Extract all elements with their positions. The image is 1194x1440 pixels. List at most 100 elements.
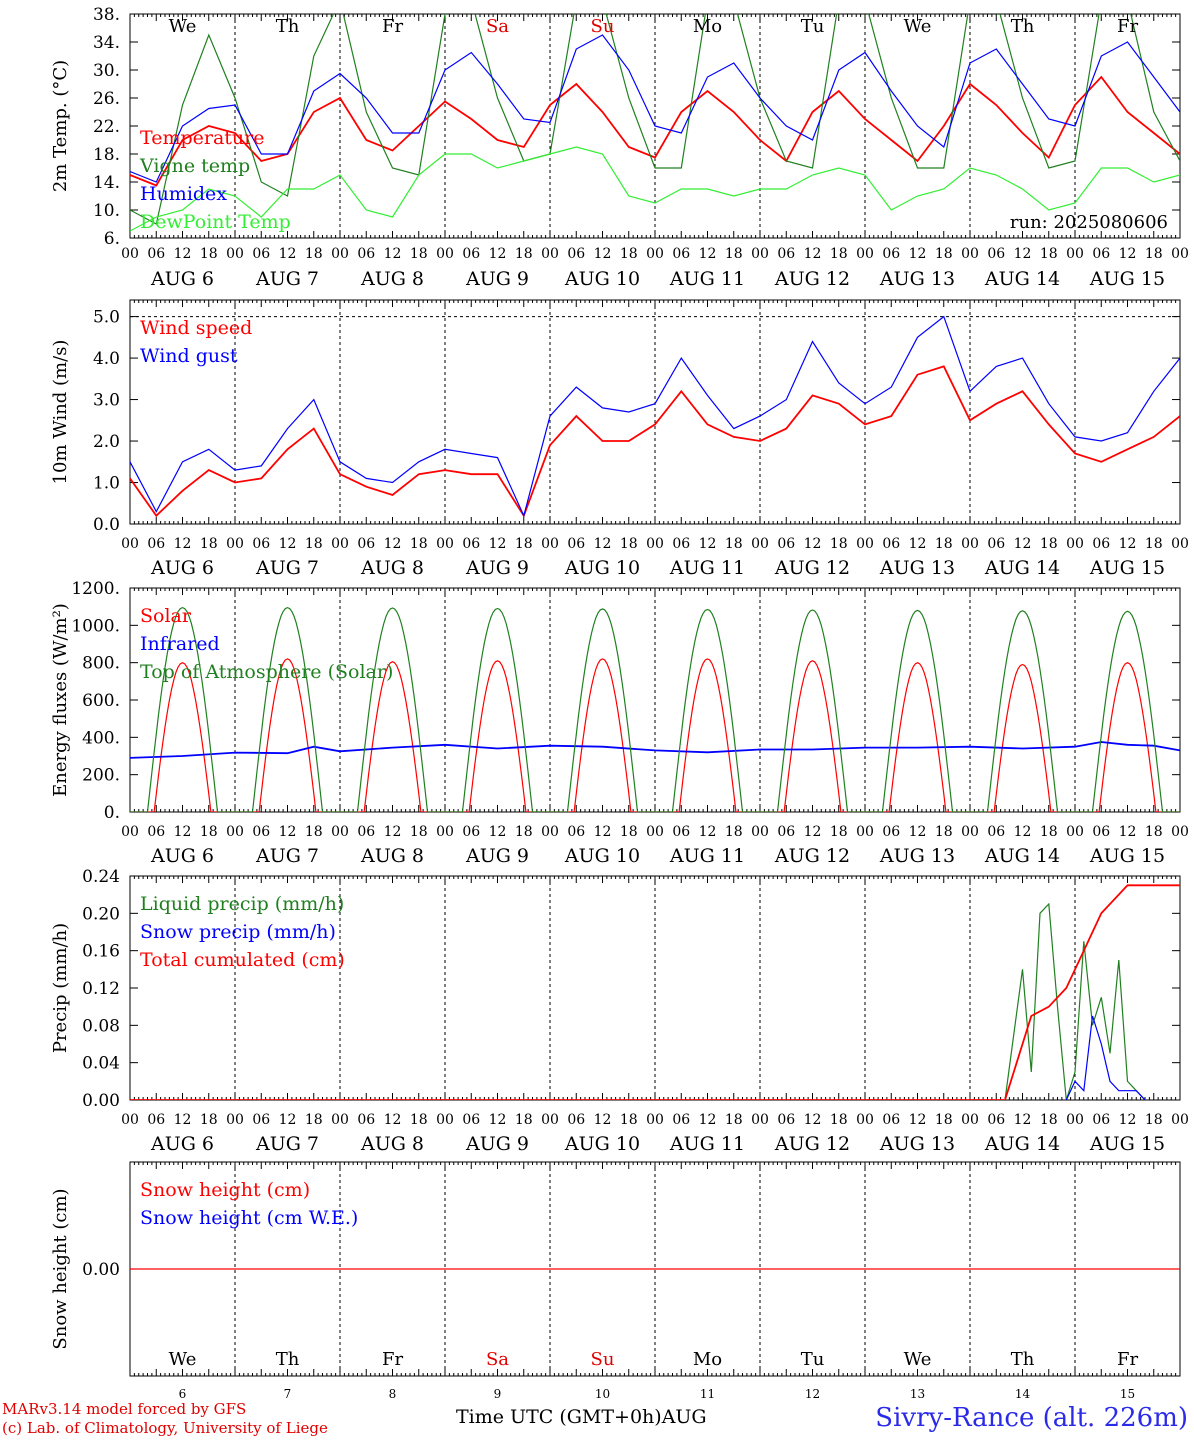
plot-frame: [129, 299, 1181, 525]
date-label: AUG 7: [255, 268, 319, 290]
y-tick-label: 10.: [93, 201, 120, 221]
date-label: AUG 15: [1089, 845, 1165, 867]
x-tick-label: 18: [725, 824, 743, 840]
x-tick-label: 06: [987, 1112, 1005, 1128]
x-tick-label: 00: [961, 824, 979, 840]
y-tick-label: 26.: [93, 89, 120, 109]
x-tick-label: 06: [357, 246, 375, 262]
x-tick-label: 06: [357, 536, 375, 552]
x-tick-label: 12: [489, 1112, 507, 1128]
x-tick-label: 06: [567, 246, 585, 262]
x-tick-label: 00: [226, 536, 244, 552]
x-tick-label: 18: [620, 1112, 638, 1128]
weekday-label: Sa: [486, 1349, 509, 1370]
y-tick-label: 0.12: [82, 979, 120, 999]
x-tick-label: 06: [987, 536, 1005, 552]
x-tick-label: 00: [1066, 536, 1084, 552]
date-label: AUG 11: [669, 268, 745, 290]
x-tick-label: 12: [489, 536, 507, 552]
date-label: AUG 9: [465, 268, 529, 290]
y-tick-label: 38.: [93, 5, 120, 25]
weekday-label: Su: [591, 16, 615, 37]
weekday-label: Mo: [693, 16, 722, 37]
x-tick-label: 00: [1171, 824, 1189, 840]
x-tick-label: 12: [384, 246, 402, 262]
date-label: AUG 7: [255, 845, 319, 867]
day-number: 12: [805, 1387, 820, 1401]
x-tick-label: 18: [935, 824, 953, 840]
panel-2: [129, 299, 1181, 525]
date-label: AUG 6: [150, 845, 214, 867]
x-tick-label: 00: [856, 824, 874, 840]
x-tick-label: 00: [1066, 1112, 1084, 1128]
x-tick-label: 18: [725, 1112, 743, 1128]
date-label: AUG 12: [774, 557, 850, 579]
series-line-wind-speed: [130, 365, 1180, 518]
x-tick-label: 12: [174, 824, 192, 840]
x-tick-label: 18: [305, 1112, 323, 1128]
y-tick-label: 0.04: [82, 1054, 120, 1074]
legend-entry: Vigne temp: [139, 155, 250, 177]
y-tick-label: 200.: [82, 766, 120, 786]
x-tick-label: 06: [882, 824, 900, 840]
x-tick-label: 06: [882, 1112, 900, 1128]
date-label: AUG 11: [669, 845, 745, 867]
date-label: AUG 15: [1089, 557, 1165, 579]
x-tick-label: 00: [1066, 246, 1084, 262]
x-tick-label: 06: [672, 1112, 690, 1128]
x-tick-label: 12: [699, 1112, 717, 1128]
x-tick-label: 12: [1014, 824, 1032, 840]
y-tick-label: 1000.: [71, 616, 120, 636]
date-label: AUG 13: [879, 845, 955, 867]
date-label: AUG 7: [255, 557, 319, 579]
x-tick-label: 00: [751, 246, 769, 262]
x-tick-label: 00: [1171, 1112, 1189, 1128]
date-label: AUG 14: [984, 845, 1060, 867]
weekday-label: Th: [1011, 1349, 1035, 1370]
x-tick-label: 12: [384, 536, 402, 552]
x-tick-label: 12: [699, 536, 717, 552]
x-tick-label: 18: [935, 246, 953, 262]
station-label: Sivry-Rance (alt. 226m): [875, 1403, 1188, 1433]
x-tick-label: 00: [751, 1112, 769, 1128]
x-tick-label: 18: [410, 536, 428, 552]
x-tick-label: 12: [1014, 246, 1032, 262]
x-tick-label: 00: [121, 536, 139, 552]
x-tick-label: 06: [1092, 246, 1110, 262]
x-tick-label: 18: [620, 246, 638, 262]
x-tick-label: 00: [646, 824, 664, 840]
y-tick-label: 30.: [93, 61, 120, 81]
x-tick-label: 00: [1171, 246, 1189, 262]
x-tick-label: 06: [252, 824, 270, 840]
date-label: AUG 11: [669, 557, 745, 579]
x-tick-label: 00: [436, 1112, 454, 1128]
series-line-infrared: [130, 741, 1180, 759]
legend-entry: Humidex: [140, 183, 227, 205]
series-line-humidex: [130, 34, 1180, 183]
x-tick-label: 18: [410, 1112, 428, 1128]
date-label: AUG 12: [774, 1133, 850, 1155]
day-number: 15: [1120, 1387, 1135, 1401]
legend-entry: DewPoint Temp: [140, 211, 291, 233]
y-tick-label: 0.08: [82, 1016, 120, 1036]
x-tick-label: 06: [462, 1112, 480, 1128]
panel-5: [129, 1161, 1181, 1377]
x-tick-label: 00: [961, 536, 979, 552]
x-tick-label: 18: [620, 536, 638, 552]
x-tick-label: 00: [1171, 536, 1189, 552]
x-tick-label: 12: [1119, 1112, 1137, 1128]
weekday-label: Th: [1011, 16, 1035, 37]
day-number: 6: [179, 1387, 187, 1401]
x-tick-label: 18: [935, 1112, 953, 1128]
x-tick-label: 12: [279, 536, 297, 552]
x-tick-label: 06: [252, 1112, 270, 1128]
x-tick-label: 00: [541, 536, 559, 552]
x-tick-label: 00: [541, 1112, 559, 1128]
x-tick-label: 00: [226, 1112, 244, 1128]
x-tick-label: 12: [909, 536, 927, 552]
x-tick-label: 12: [279, 246, 297, 262]
date-label: AUG 6: [150, 1133, 214, 1155]
x-tick-label: 18: [830, 1112, 848, 1128]
x-tick-label: 00: [1066, 824, 1084, 840]
date-label: AUG 14: [984, 1133, 1060, 1155]
